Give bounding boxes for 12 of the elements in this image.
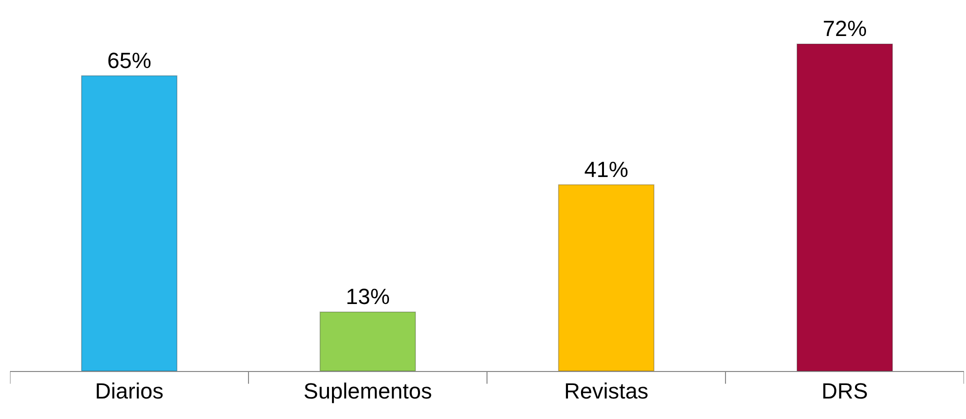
bar bbox=[320, 311, 416, 371]
x-tick-label: Suplementos bbox=[304, 378, 432, 404]
bar bbox=[558, 184, 654, 371]
data-label: 65% bbox=[107, 48, 152, 73]
data-label: 41% bbox=[584, 156, 628, 182]
x-tick-label: Revistas bbox=[564, 378, 648, 404]
bar bbox=[81, 75, 178, 371]
bar bbox=[796, 43, 893, 371]
data-label: 13% bbox=[346, 284, 390, 309]
data-label: 72% bbox=[822, 16, 867, 41]
x-tick-label: Diarios bbox=[95, 378, 164, 404]
x-tick-label: DRS bbox=[822, 378, 868, 404]
